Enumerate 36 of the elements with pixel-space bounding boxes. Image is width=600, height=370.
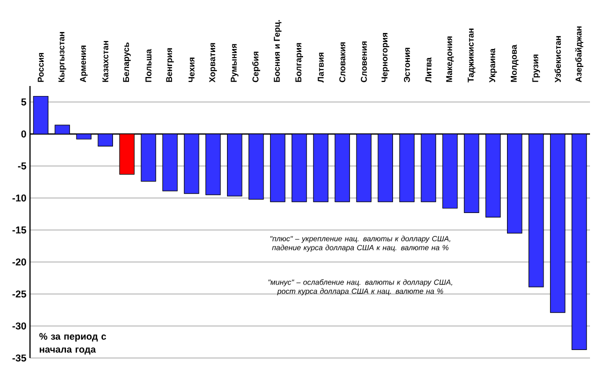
x-tick-label: Босния и Герц. xyxy=(274,20,282,82)
x-tick-label: Чехия xyxy=(188,58,194,82)
y-tick-label: -5 xyxy=(18,162,26,170)
y-axis-title: % за период с начала года xyxy=(39,333,106,354)
y-tick-label: -15 xyxy=(12,226,26,234)
x-tick-label: Литва xyxy=(426,57,432,82)
x-tick-label: Словения xyxy=(360,41,367,82)
x-tick-label: Латвия xyxy=(318,52,324,82)
x-tick-label: Македония xyxy=(446,36,454,82)
x-tick-label: Молдова xyxy=(510,44,518,82)
y-tick-label: -20 xyxy=(12,258,26,266)
x-tick-label: Черногория xyxy=(382,33,390,82)
x-tick-label: Венгрия xyxy=(166,48,174,82)
x-tick-label: Сербия xyxy=(252,52,260,82)
x-tick-label: Болгария xyxy=(295,43,304,82)
x-tick-label: Таджикистан xyxy=(468,28,476,82)
y-tick-label: -10 xyxy=(12,194,26,202)
x-tick-label: Кыргызстан xyxy=(58,32,66,82)
x-tick-label: Эстония xyxy=(404,48,410,82)
y-tick-label: 0 xyxy=(21,130,26,138)
x-tick-label: Польша xyxy=(146,49,152,82)
y-tick-label: -25 xyxy=(12,290,26,298)
x-tick-label: Узбекистан xyxy=(554,36,561,82)
x-tick-label: Армения xyxy=(80,46,88,82)
x-tick-label: Беларусь xyxy=(123,42,131,82)
y-tick-label: -30 xyxy=(12,322,26,330)
x-tick-label: Азербайджан xyxy=(575,26,584,82)
x-tick-label: Казахстан xyxy=(102,40,108,82)
x-tick-label: Грузия xyxy=(532,54,540,82)
x-tick-label: Словакия xyxy=(339,42,346,82)
x-tick-label: Украина xyxy=(489,48,497,82)
x-tick-label: Румыния xyxy=(230,44,238,82)
x-tick-label: Россия xyxy=(38,53,44,82)
x-tick-label: Хорватия xyxy=(209,43,217,82)
y-tick-label: -35 xyxy=(12,354,26,362)
y-tick-label: 5 xyxy=(21,98,26,106)
